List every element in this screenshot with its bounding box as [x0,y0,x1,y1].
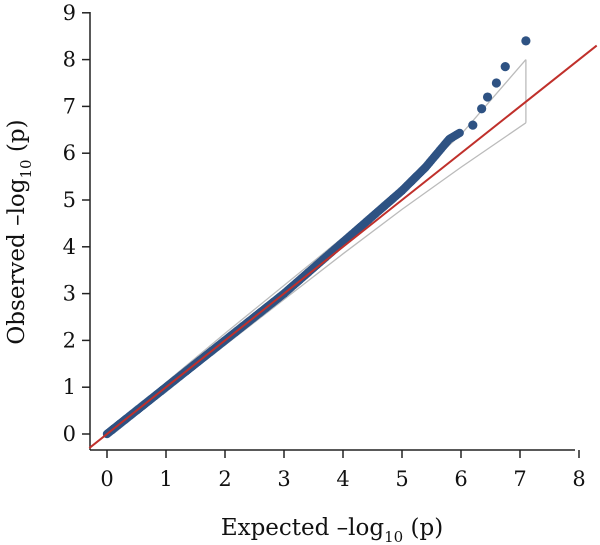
y-tick-label: 1 [63,375,76,399]
y-axis-title: Observed –log10 (p) [4,119,35,344]
x-tick-label: 7 [513,467,526,491]
data-point-tail [477,104,487,114]
x-tick-label: 0 [100,467,113,491]
x-tick-label: 2 [218,467,231,491]
y-tick-label: 2 [63,328,76,352]
y-tick-label: 7 [63,94,76,118]
y-tick-label: 9 [63,1,76,25]
data-point-tail [521,36,531,46]
data-points [102,36,531,439]
y-tick-label: 5 [63,188,76,212]
reference-line-group [88,44,598,449]
data-point-tail [491,78,501,88]
x-tick-label: 3 [277,467,290,491]
x-axis-title: Expected –log10 (p) [221,515,443,545]
x-tick-label: 8 [572,467,585,491]
tick-labels: 0 1 2 3 4 5 6 7 8 0 1 2 3 4 5 6 7 8 9 [63,1,586,491]
y-tick-label: 3 [63,282,76,306]
y-tick-label: 4 [63,235,76,259]
data-point-tail [468,120,478,130]
data-point-tail [482,92,493,102]
data-point-tail [500,62,510,72]
data-point [455,128,464,138]
x-tick-label: 1 [159,467,172,491]
band-upper [106,59,527,433]
x-tick-label: 5 [395,467,408,491]
y-tick-label: 0 [63,422,76,446]
reference-line [88,44,598,449]
axes [82,12,580,458]
x-tick-label: 6 [454,467,467,491]
x-tick-label: 4 [336,467,349,491]
y-tick-label: 6 [63,141,76,165]
y-tick-label: 8 [63,48,76,72]
